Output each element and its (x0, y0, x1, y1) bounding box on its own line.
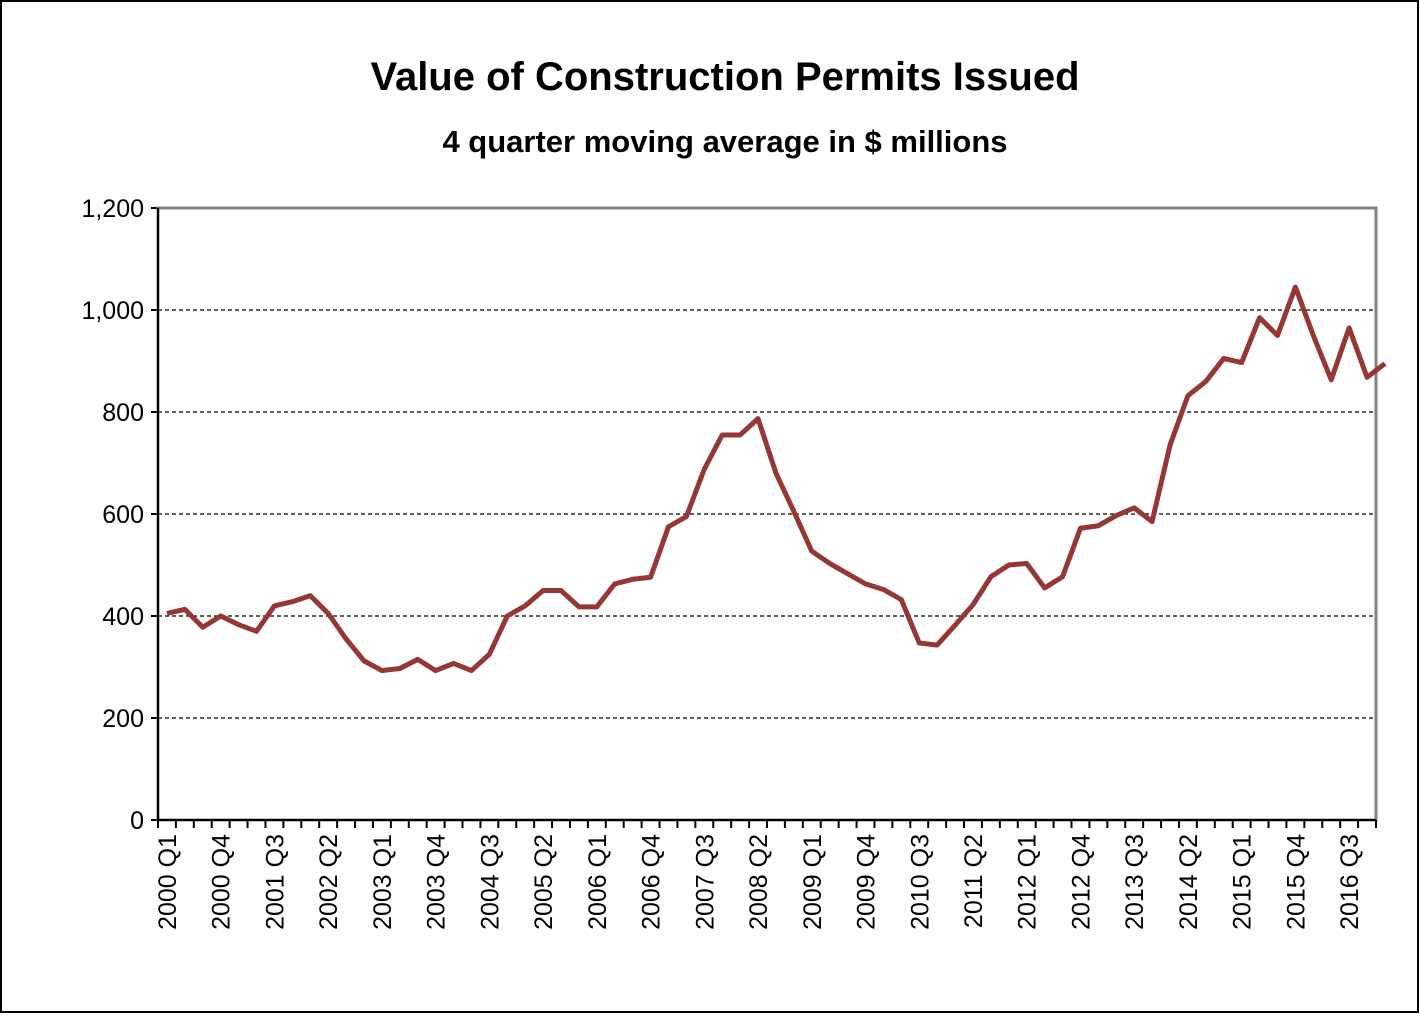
x-tick-label: 2016 Q3 (1336, 834, 1364, 930)
x-tick-label: 2002 Q2 (315, 834, 343, 930)
y-tick-label: 1,000 (81, 297, 144, 325)
y-tick-label: 0 (130, 807, 144, 835)
x-tick-label: 2013 Q3 (1121, 834, 1149, 930)
chart-subtitle: 4 quarter moving average in $ millions (442, 124, 1007, 159)
y-tick-label: 200 (102, 705, 144, 733)
x-tick-label: 2003 Q1 (369, 834, 397, 930)
x-tick-label: 2015 Q1 (1229, 834, 1257, 930)
data-line (166, 284, 1387, 674)
x-tick-label: 2015 Q4 (1282, 834, 1310, 930)
x-tick-label: 2009 Q1 (799, 834, 827, 930)
x-tick-label: 2012 Q1 (1014, 834, 1042, 930)
x-tick-label: 2006 Q4 (638, 834, 666, 930)
x-tick-label: 2011 Q2 (960, 834, 988, 928)
x-tick-label: 2004 Q3 (476, 834, 504, 930)
x-tick-label: 2010 Q3 (906, 834, 934, 930)
y-tick-label: 600 (102, 501, 144, 529)
x-tick-label: 2006 Q1 (584, 834, 612, 930)
x-tick-label: 2009 Q4 (853, 834, 881, 930)
x-tick-label: 2008 Q2 (745, 834, 773, 930)
x-tick-label: 2003 Q4 (423, 834, 451, 930)
x-tick-label: 2001 Q3 (261, 834, 289, 930)
x-tick-label: 2007 Q3 (691, 834, 719, 930)
y-tick-label: 400 (102, 603, 144, 631)
x-tick-label: 2000 Q1 (154, 834, 182, 930)
y-tick-label: 800 (102, 399, 144, 427)
x-tick-label: 2012 Q4 (1067, 834, 1095, 930)
y-tick-label: 1,200 (81, 195, 144, 223)
x-tick-label: 2005 Q2 (530, 834, 558, 930)
x-tick-label: 2000 Q4 (208, 834, 236, 930)
x-tick-label: 2014 Q2 (1175, 834, 1203, 930)
chart-title: Value of Construction Permits Issued (370, 55, 1079, 99)
